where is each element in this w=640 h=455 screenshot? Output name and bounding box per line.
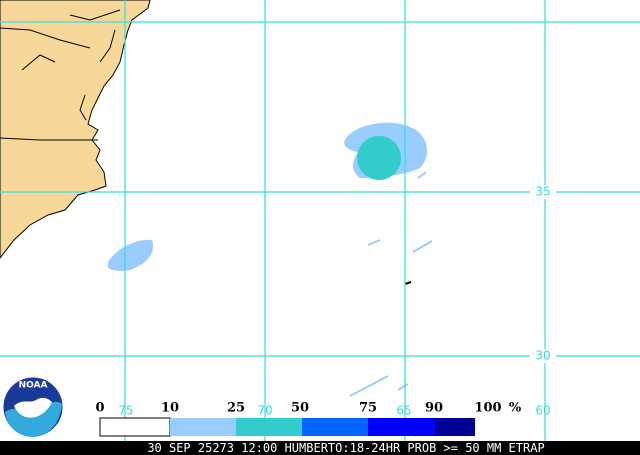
legend: 0 10 25 50 75 90 100 %	[95, 401, 522, 437]
legend-label: 90	[425, 401, 443, 416]
noaa-logo: NOAA	[2, 376, 64, 438]
legend-label: 0	[95, 401, 104, 416]
prob-small	[349, 171, 433, 397]
lat-label: 30	[535, 349, 550, 363]
legend-swatch	[99, 417, 171, 437]
legend-label: 50	[291, 401, 309, 416]
footer-bar	[0, 441, 640, 455]
legend-swatch	[435, 418, 475, 436]
legend-swatch	[302, 418, 368, 436]
lon-label: 60	[535, 404, 550, 418]
footer-text: 30 SEP 25273 12:00 HUMBERTO:18-24HR PROB…	[147, 441, 544, 455]
legend-swatch	[236, 418, 302, 436]
legend-label: 100	[474, 401, 501, 416]
label-bg	[530, 349, 556, 363]
label-bg	[530, 185, 556, 199]
logo-text: NOAA	[19, 381, 48, 391]
legend-label: 10	[161, 401, 179, 416]
legend-swatch	[170, 418, 236, 436]
legend-label: 25	[227, 401, 245, 416]
lat-label: 35	[535, 185, 550, 199]
legend-label: 75	[359, 401, 377, 416]
land	[0, 0, 151, 259]
lon-label: 75	[118, 404, 133, 418]
prob-speck	[404, 281, 412, 285]
legend-swatch	[368, 418, 435, 436]
lon-label: 70	[257, 404, 272, 418]
prob-25-50	[357, 136, 401, 180]
prob-10-25	[108, 239, 154, 271]
state-borders	[0, 9, 121, 141]
lon-label: 65	[396, 404, 411, 418]
legend-unit: %	[509, 401, 522, 416]
